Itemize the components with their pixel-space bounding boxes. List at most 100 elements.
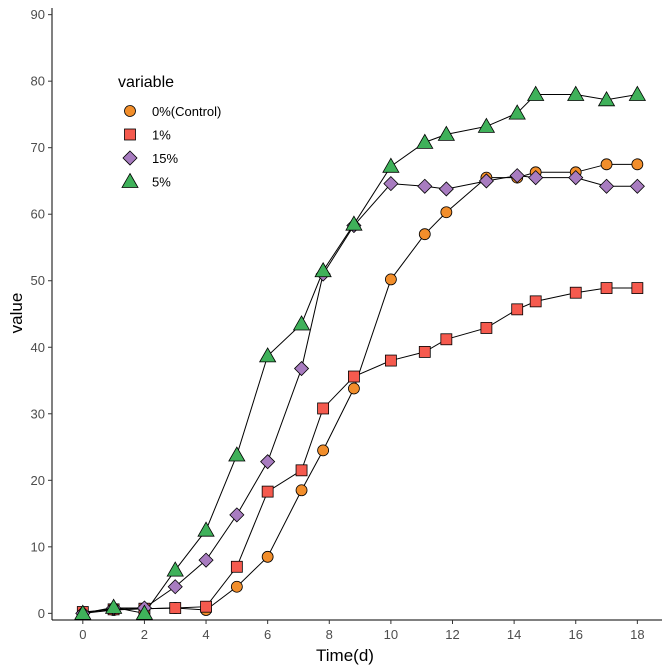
y-axis-title: value [7, 293, 26, 334]
y-tick-label: 0 [38, 606, 45, 621]
data-point-triangle [135, 604, 154, 620]
legend-title: variable [118, 74, 174, 91]
data-point-diamond [478, 173, 494, 189]
data-point-diamond [568, 170, 584, 186]
y-tick-label: 70 [31, 140, 45, 155]
series-line-2 [82, 175, 638, 614]
y-tick-label: 60 [31, 207, 45, 222]
data-point-square [631, 282, 644, 294]
legend-item: 5% [121, 172, 171, 190]
x-axis-title: Time(d) [316, 646, 374, 665]
x-tick-label: 4 [202, 627, 209, 642]
x-tick-label: 10 [384, 627, 398, 642]
data-point-diamond [167, 579, 183, 595]
legend-item: 1% [124, 128, 171, 143]
data-point-circle [384, 273, 397, 286]
data-point-circle [418, 228, 431, 241]
data-point-triangle [628, 85, 647, 101]
y-tick-label: 30 [31, 406, 45, 421]
data-point-square [348, 370, 360, 383]
data-point-circle [348, 382, 360, 395]
legend-key-square [124, 128, 136, 141]
data-point-circle [295, 484, 308, 497]
data-point-triangle [526, 85, 545, 101]
data-point-diamond [598, 178, 615, 194]
data-point-square [295, 464, 308, 477]
data-point-diamond [438, 181, 454, 197]
data-point-square [569, 286, 582, 299]
data-point-diamond [383, 176, 399, 192]
data-point-triangle [228, 446, 246, 462]
y-tick-label: 80 [31, 74, 45, 89]
data-point-square [261, 485, 274, 498]
legend: variable 0%(Control) 1% 15% 5% [118, 74, 221, 190]
x-tick-label: 2 [141, 627, 148, 642]
x-tick-label: 6 [264, 627, 271, 642]
y-tick-label: 90 [31, 7, 45, 22]
data-point-diamond [198, 552, 214, 568]
data-point-triangle [382, 157, 400, 173]
data-point-circle [631, 158, 644, 171]
series-line-1 [82, 287, 638, 613]
series-points-1 [76, 282, 644, 618]
data-point-triangle [314, 261, 332, 278]
data-point-triangle [345, 215, 363, 231]
series-points-2 [75, 168, 645, 621]
legend-keys: 0%(Control) 1% 15% 5% [121, 104, 221, 190]
x-tick-label: 8 [326, 627, 333, 642]
y-tick-label: 40 [31, 340, 45, 355]
data-point-triangle [74, 604, 92, 620]
data-point-diamond [293, 360, 310, 377]
y-tick-label: 50 [31, 273, 45, 288]
data-point-triangle [508, 104, 526, 120]
data-point-triangle [597, 90, 616, 107]
data-point-square [600, 282, 613, 294]
x-tick-label: 12 [445, 627, 459, 642]
legend-key-diamond [122, 150, 138, 166]
legend-label: 15% [152, 151, 178, 166]
y-tick-label: 20 [31, 473, 45, 488]
data-point-square [529, 295, 542, 308]
data-point-diamond [509, 168, 525, 184]
data-point-circle [230, 580, 243, 593]
data-point-triangle [292, 315, 311, 331]
legend-label: 0%(Control) [152, 104, 221, 119]
data-point-circle [261, 550, 274, 563]
x-tick-label: 18 [630, 627, 644, 642]
data-point-circle [600, 158, 613, 171]
data-point-triangle [437, 125, 456, 141]
data-point-triangle [567, 85, 585, 101]
series-markers [74, 85, 647, 621]
legend-item: 0%(Control) [124, 104, 221, 119]
legend-label: 5% [152, 175, 171, 190]
series-lines [82, 93, 638, 614]
axes: 0 10 20 30 40 50 60 70 80 90 0 2 4 6 8 10 12 14 16 18 [31, 7, 662, 642]
data-point-triangle [197, 521, 215, 537]
data-point-diamond [417, 178, 433, 194]
data-point-square [200, 600, 212, 613]
data-point-square [511, 303, 524, 316]
data-point-circle [317, 444, 330, 457]
data-point-circle [440, 206, 453, 219]
data-point-square [230, 560, 243, 573]
data-point-square [317, 402, 330, 415]
data-point-triangle [166, 561, 184, 577]
x-tick-label: 0 [79, 627, 86, 642]
legend-key-circle [124, 105, 136, 117]
legend-item: 15% [122, 150, 178, 166]
data-point-triangle [258, 347, 277, 363]
series-points-3 [74, 85, 647, 620]
data-point-diamond [629, 178, 645, 194]
data-point-diamond [528, 170, 544, 186]
y-tick-label: 10 [31, 539, 45, 554]
legend-label: 1% [152, 128, 171, 143]
series-line-0 [82, 163, 638, 614]
data-point-square [480, 322, 493, 334]
data-point-diamond [229, 507, 245, 523]
data-point-triangle [104, 598, 123, 614]
data-point-square [440, 333, 453, 346]
data-point-diamond [260, 454, 276, 470]
data-point-triangle [477, 117, 496, 133]
legend-key-triangle [121, 172, 139, 188]
